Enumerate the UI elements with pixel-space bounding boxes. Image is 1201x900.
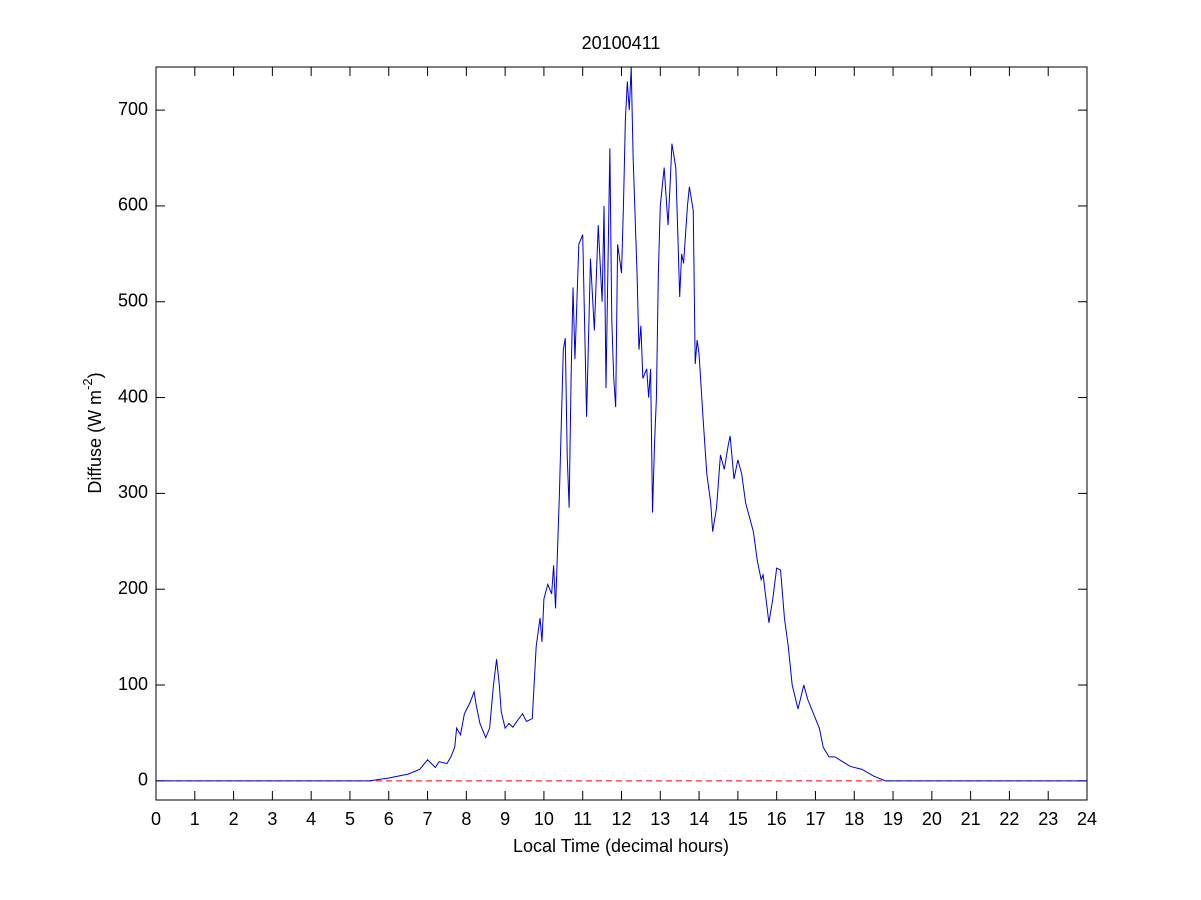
y-tick-label: 0	[138, 770, 148, 790]
y-tick-label: 600	[118, 195, 148, 215]
y-tick-label: 400	[118, 386, 148, 406]
data-line	[156, 66, 1087, 782]
x-tick-label: 9	[500, 809, 510, 829]
x-tick-label: 13	[650, 809, 670, 829]
x-tick-label: 19	[883, 809, 903, 829]
x-tick-label: 0	[151, 809, 161, 829]
y-axis-label-end: )	[85, 372, 105, 378]
chart-title: 20100411	[582, 33, 661, 53]
x-tick-label: 8	[461, 809, 471, 829]
x-axis-label: Local Time (decimal hours)	[513, 836, 729, 856]
x-tick-label: 16	[767, 809, 787, 829]
x-tick-label: 18	[844, 809, 864, 829]
x-tick-label: 12	[611, 809, 631, 829]
x-tick-label: 10	[534, 809, 554, 829]
y-tick-label: 300	[118, 482, 148, 502]
x-tick-label: 21	[961, 809, 981, 829]
x-tick-label: 7	[423, 809, 433, 829]
y-tick-label: 200	[118, 578, 148, 598]
y-tick-label: 700	[118, 99, 148, 119]
x-tick-label: 14	[689, 809, 709, 829]
x-tick-label: 6	[384, 809, 394, 829]
x-tick-label: 20	[922, 809, 942, 829]
x-tick-label: 22	[999, 809, 1019, 829]
y-tick-label: 100	[118, 674, 148, 694]
y-tick-label: 500	[118, 291, 148, 311]
x-tick-label: 3	[267, 809, 277, 829]
x-tick-label: 4	[306, 809, 316, 829]
y-axis-label: Diffuse (W m-2)	[80, 372, 105, 493]
x-tick-label: 24	[1077, 809, 1097, 829]
x-tick-label: 23	[1038, 809, 1058, 829]
plot-frame	[155, 66, 1088, 801]
y-axis-label-text: Diffuse (W m	[85, 390, 105, 494]
y-axis-label-sup: -2	[80, 378, 95, 390]
x-tick-label: 1	[190, 809, 200, 829]
x-tick-label: 11	[573, 809, 592, 829]
x-tick-label: 15	[728, 809, 748, 829]
x-tick-label: 17	[805, 809, 825, 829]
x-tick-label: 5	[345, 809, 355, 829]
x-tick-label: 2	[229, 809, 239, 829]
